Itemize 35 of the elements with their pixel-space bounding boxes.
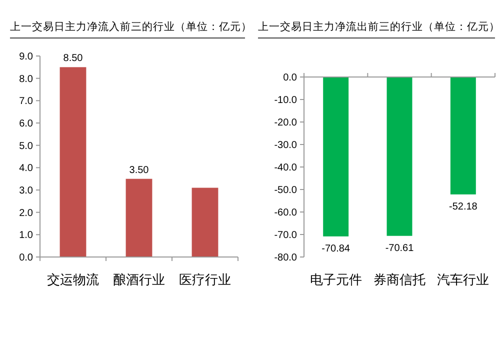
bar xyxy=(60,67,86,257)
y-tick-label: 4.0 xyxy=(19,163,34,174)
y-tick-label: -30.0 xyxy=(274,140,298,151)
y-tick-label: -50.0 xyxy=(274,185,298,196)
bar xyxy=(192,188,218,257)
x-tick-label: 券商信托 xyxy=(374,272,426,287)
y-tick-label: 3.0 xyxy=(19,186,34,196)
y-tick-label: 5.0 xyxy=(19,140,34,152)
y-tick-label: -40.0 xyxy=(274,162,298,174)
y-tick-label: -20.0 xyxy=(274,118,298,128)
data-label: 3.50 xyxy=(129,164,150,176)
y-tick-label: 1.0 xyxy=(19,230,34,242)
y-tick-label: -10.0 xyxy=(274,95,298,106)
y-tick-label: 2.0 xyxy=(19,208,34,219)
y-tick-label: -80.0 xyxy=(274,252,298,264)
x-tick-label: 汽车行业 xyxy=(437,272,490,287)
x-tick-label: 酿酒行业 xyxy=(113,272,165,287)
data-label: -52.18 xyxy=(448,201,478,212)
y-tick-label: 7.0 xyxy=(19,96,34,108)
data-label: -70.61 xyxy=(385,242,414,254)
x-tick-label: 医疗行业 xyxy=(179,272,231,287)
y-tick-label: 6.0 xyxy=(19,118,34,130)
x-tick-label: 电子元件 xyxy=(310,272,362,287)
bar xyxy=(126,178,152,257)
data-label: 8.50 xyxy=(63,53,84,64)
y-tick-label: -70.0 xyxy=(274,230,298,241)
data-label: -70.84 xyxy=(322,243,350,254)
y-tick-label: -60.0 xyxy=(274,208,298,218)
y-tick-label: 0.0 xyxy=(283,72,298,84)
y-tick-label: 0.0 xyxy=(19,252,34,264)
chart-title: 上一交易日主力净流入前三的行业（单位：亿元） xyxy=(10,20,252,33)
y-tick-label: 8.0 xyxy=(19,74,34,85)
x-tick-label: 交运物流 xyxy=(47,272,99,287)
chart-title: 上一交易日主力净流出前三的行业（单位：亿元） xyxy=(258,20,500,33)
y-tick-label: 9.0 xyxy=(19,52,34,62)
